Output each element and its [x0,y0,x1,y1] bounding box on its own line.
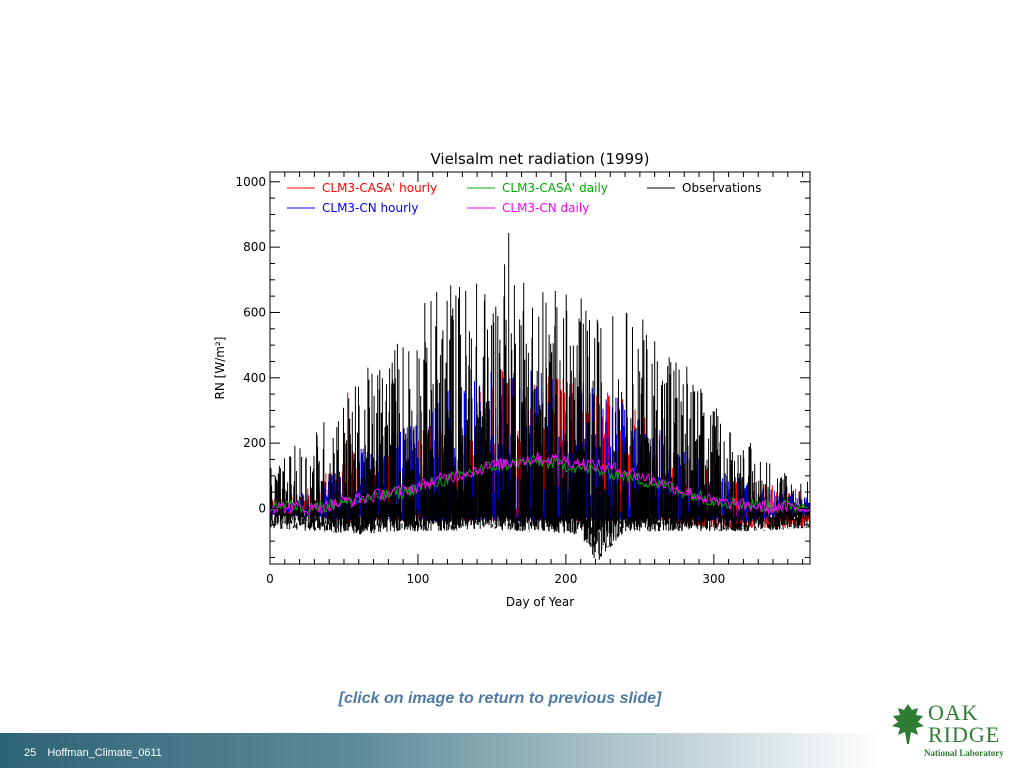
legend-entry: CLM3-CN daily [502,201,589,215]
oak-leaf-icon [892,704,924,744]
y-tick-label: 600 [243,305,266,319]
x-axis-label: Day of Year [506,595,574,609]
series-observations-line [269,233,811,560]
legend-entry: CLM3-CASA' hourly [322,181,437,195]
y-tick-label: 400 [243,371,266,385]
footer-label: Hoffman_Climate_0611 [47,747,162,759]
series-clm3-cn-daily-line [269,451,811,516]
y-tick-label: 800 [243,240,266,254]
slide-number: 25 [24,747,37,759]
chart-title: Vielsalm net radiation (1999) [430,150,649,168]
x-tick-label: 300 [702,572,725,586]
return-link[interactable]: [click on image to return to previous sl… [338,690,662,707]
logo-line-2: RIDGE [928,722,1001,747]
logo-line-1: OAK [928,700,979,725]
oak-ridge-logo: OAK RIDGE National Laboratory [890,700,1010,764]
logo-line-3: National Laboratory [924,748,1004,758]
net-radiation-chart[interactable]: 0 200 400 600 800 1000 0 100 200 300 Vielsalm net … [195,140,825,620]
footer-bar [0,733,880,768]
y-tick-label: 200 [243,436,266,450]
x-tick-label: 100 [406,572,429,586]
footer: 25 Hoffman_Climate_0611 [24,747,170,759]
plot-frame [269,171,811,565]
legend-entry: CLM3-CASA' daily [502,181,608,195]
y-tick-label: 1000 [235,175,266,189]
x-tick-label: 200 [554,572,577,586]
chart-svg: 0 200 400 600 800 1000 0 100 200 300 Vielsalm net … [213,150,811,609]
x-tick-label: 0 [266,572,274,586]
legend-entry: CLM3-CN hourly [322,201,418,215]
legend-entry: Observations [682,181,761,195]
y-axis-label: RN [W/m²] [213,337,227,400]
y-tick-label: 0 [258,501,266,515]
